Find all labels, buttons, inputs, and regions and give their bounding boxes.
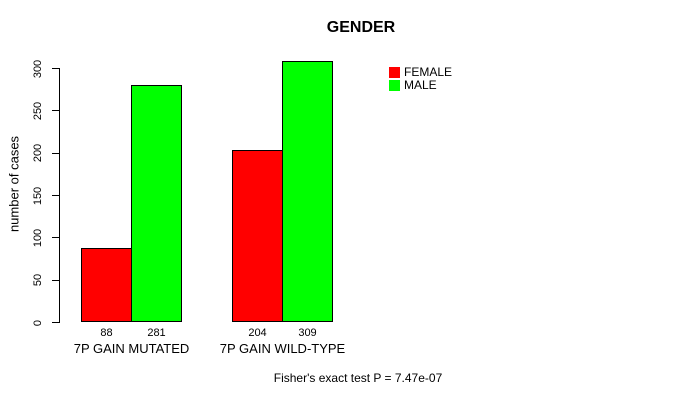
y-axis-line xyxy=(59,68,60,323)
y-axis-tick xyxy=(52,152,59,154)
y-axis-tick xyxy=(52,322,59,323)
legend-row-male: MALE xyxy=(389,78,437,92)
y-axis-tick-label: 0 xyxy=(32,319,44,326)
bar-value-label: 281 xyxy=(147,327,166,339)
legend-label-female: FEMALE xyxy=(404,65,453,79)
bar-male-7p-gain-mutated xyxy=(131,84,182,323)
x-category-label: 7P GAIN MUTATED xyxy=(73,341,190,356)
chart-title: GENDER xyxy=(326,19,396,36)
x-category-label: 7P GAIN WILD-TYPE xyxy=(219,341,346,356)
legend-swatch-female xyxy=(389,66,400,78)
y-axis-tick-label: 100 xyxy=(32,228,44,248)
bar-value-label: 309 xyxy=(298,327,317,339)
bar-female-7p-gain-mutated xyxy=(81,247,132,323)
bar-value-label: 88 xyxy=(100,327,113,339)
y-axis-tick xyxy=(52,237,59,239)
y-axis-tick-label: 300 xyxy=(32,59,44,78)
y-axis-tick-label: 50 xyxy=(32,274,44,287)
pvalue-annotation: Fisher's exact test P = 7.47e-07 xyxy=(273,371,443,385)
y-axis-tick xyxy=(52,195,59,196)
bar-male-7p-gain-wild-type xyxy=(282,60,333,323)
legend-swatch-male xyxy=(389,79,400,91)
y-axis-tick-label: 150 xyxy=(32,186,44,205)
bar-female-7p-gain-wild-type xyxy=(232,149,283,323)
y-axis-tick-label: 250 xyxy=(32,101,44,121)
y-axis-tick xyxy=(52,279,59,281)
y-axis-tick xyxy=(52,110,59,112)
y-axis-tick-label: 200 xyxy=(32,143,44,163)
y-axis-label: number of cases xyxy=(6,135,22,233)
y-axis-tick xyxy=(52,68,59,69)
bar-value-label: 204 xyxy=(248,327,267,339)
legend-label-male: MALE xyxy=(404,78,437,92)
legend-row-female: FEMALE xyxy=(389,65,453,79)
